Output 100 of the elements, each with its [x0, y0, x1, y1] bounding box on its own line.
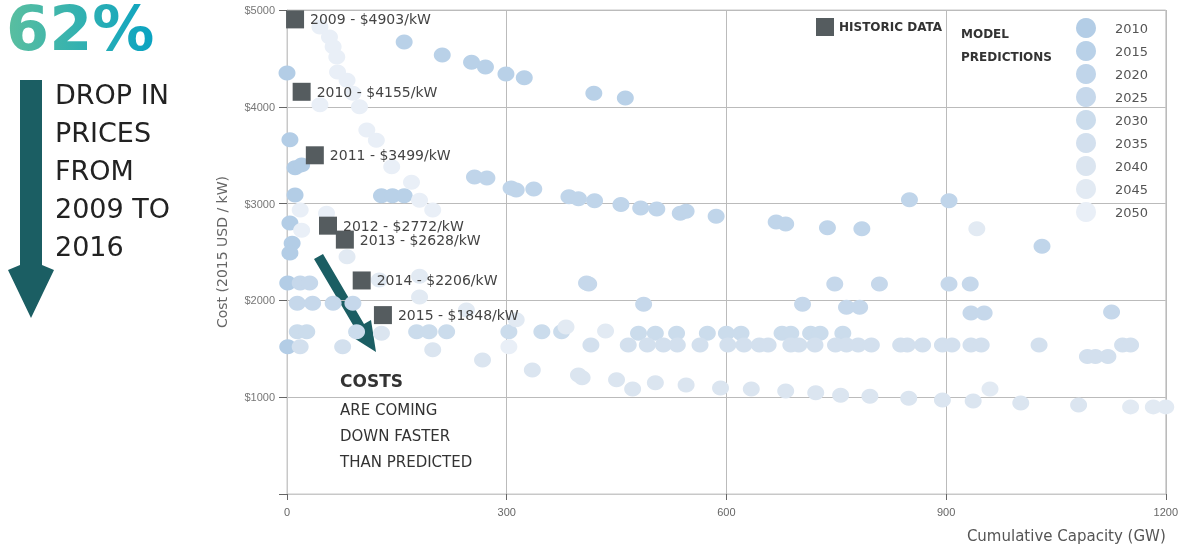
point: [975, 305, 993, 321]
y-tick-label: $3000: [244, 197, 275, 210]
point: [933, 392, 951, 408]
point: [557, 319, 575, 335]
point: [777, 383, 795, 399]
point: [1033, 238, 1051, 254]
point: [281, 245, 299, 261]
point: [281, 215, 299, 231]
data-label: 2009 - $4903/kW: [310, 11, 431, 28]
point: [832, 387, 850, 403]
point: [334, 339, 352, 355]
point: [806, 337, 824, 353]
legend-label: 2045: [1115, 181, 1149, 197]
point: [523, 362, 541, 378]
x-axis-title: Cumulative Capacity (GW): [966, 526, 1166, 545]
legend-label: 2040: [1115, 158, 1149, 174]
legend-label: 2035: [1115, 135, 1149, 151]
point: [351, 99, 368, 115]
point: [319, 216, 338, 235]
point: [777, 216, 795, 232]
point: [500, 324, 518, 340]
point: [1122, 399, 1140, 415]
point: [597, 323, 615, 339]
data-label: 2010 - $4155/kW: [316, 83, 438, 100]
point: [533, 324, 551, 340]
point: [286, 10, 305, 29]
data-label: 2011 - $3499/kW: [329, 147, 451, 164]
point: [291, 202, 309, 218]
point: [304, 295, 322, 311]
data-label: 2014 - $2206/kW: [376, 272, 498, 289]
point: [348, 324, 366, 340]
point: [900, 390, 918, 406]
point: [712, 380, 730, 396]
x-tick-label: 600: [717, 505, 736, 518]
point: [794, 296, 812, 312]
point: [853, 221, 871, 237]
point: [638, 337, 656, 353]
point: [612, 197, 630, 213]
point: [826, 276, 844, 292]
point: [476, 59, 494, 75]
point: [311, 97, 329, 113]
point: [433, 47, 451, 63]
point: [335, 230, 354, 249]
point: [585, 85, 603, 101]
y-tick-label: $1000: [244, 391, 275, 404]
point: [940, 193, 958, 209]
point: [707, 208, 725, 224]
point: [500, 339, 518, 355]
y-tick-label: $2000: [244, 294, 275, 307]
point: [851, 299, 869, 315]
point: [586, 193, 604, 209]
point: [292, 82, 311, 101]
text: 62%: [6, 0, 155, 65]
y-tick-label: $4000: [244, 100, 275, 113]
y-tick-label: $5000: [244, 4, 275, 16]
point: [338, 249, 356, 265]
data-label: 2012 - $2772/kW: [343, 217, 464, 234]
text: DROP IN PRICES FROM 2009 TO 2016: [55, 78, 172, 264]
point: [818, 220, 836, 236]
point: [742, 381, 760, 397]
point: [424, 202, 442, 218]
point: [424, 342, 442, 358]
point: [940, 276, 958, 292]
legend-label: 2015: [1115, 43, 1149, 59]
point: [373, 306, 392, 325]
x-tick-label: 1200: [1153, 505, 1179, 518]
point: [630, 325, 648, 341]
point: [914, 337, 932, 353]
point: [324, 295, 342, 311]
point: [525, 181, 543, 197]
point: [735, 337, 753, 353]
point: [372, 325, 390, 341]
point: [870, 276, 888, 292]
point: [646, 375, 664, 391]
point: [861, 388, 879, 404]
point: [582, 337, 600, 353]
point: [668, 337, 686, 353]
legend-label: 2010: [1115, 20, 1149, 36]
point: [278, 65, 296, 81]
point: [964, 393, 982, 409]
point: [411, 289, 429, 305]
legend-title: MODEL PREDICTIONS: [961, 26, 1053, 64]
point: [608, 372, 626, 388]
point: [677, 377, 695, 393]
point: [698, 325, 716, 341]
data-label: 2015 - $1848/kW: [397, 307, 519, 324]
point: [478, 170, 496, 186]
point: [646, 325, 664, 341]
point: [1012, 395, 1030, 411]
point: [438, 324, 456, 340]
annotation: COSTS: [340, 371, 404, 391]
point: [981, 381, 999, 397]
point: [515, 70, 533, 86]
point: [463, 54, 481, 70]
point: [395, 34, 413, 50]
point: [1103, 304, 1121, 320]
legend-label: HISTORIC DATA: [839, 20, 943, 34]
point: [719, 337, 737, 353]
point: [281, 132, 299, 148]
point: [691, 337, 709, 353]
